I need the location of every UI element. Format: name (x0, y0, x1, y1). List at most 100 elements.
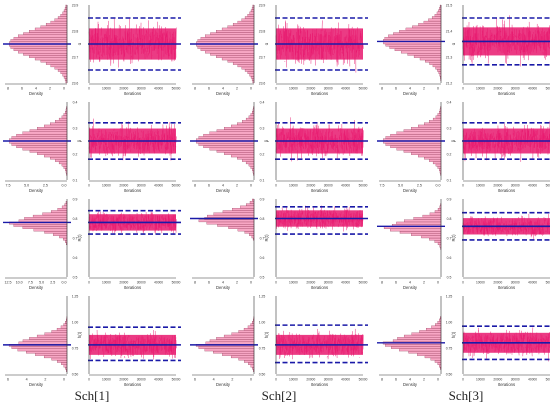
density-tick-label: 0 (250, 281, 252, 285)
histogram-bin (238, 330, 255, 333)
histogram-bin (434, 240, 442, 243)
density-axis-label: Density (216, 382, 231, 387)
y-tick-label: 0.7 (447, 236, 452, 240)
histogram-bin (237, 122, 255, 126)
histogram-bin (198, 346, 255, 349)
density-histogram: 8 6 4 2 0 Density 23.9 23.8 23.7 23.6 (3, 3, 78, 96)
panel-3-3: 8 6 4 2 0 Density 0.9 0.8 0.7 0.6 0.5 R(t) 0 10000 200… (377, 197, 550, 290)
density-tick-label: 0 (63, 87, 65, 91)
histogram-bin (411, 233, 442, 236)
iteration-tick-label: 40000 (341, 281, 350, 285)
histogram-bin (210, 53, 255, 56)
histogram-bin (63, 75, 68, 79)
density-tick-label: 2 (231, 378, 233, 382)
histogram-bin (385, 136, 442, 139)
density-tick-label: 6 (194, 378, 196, 382)
panel-2-1: 8 6 4 2 0 Density 23.9 23.8 23.7 23.6 α 0 10000 20000… (190, 3, 368, 96)
density-tick-label: 6 (208, 87, 210, 91)
histogram-bin (50, 20, 68, 24)
histogram-bin (22, 339, 68, 343)
density-tick-label: 10.0 (16, 281, 23, 285)
histogram-bin (436, 11, 442, 15)
iteration-tick-label: 10000 (102, 87, 111, 91)
iteration-tick-label: 20000 (119, 281, 128, 285)
histogram-bin (230, 355, 255, 359)
iteration-tick-label: 0 (275, 378, 277, 382)
trace-y-label: β (77, 139, 82, 142)
histogram-bin (53, 233, 68, 236)
iteration-tick-label: 30000 (511, 184, 520, 188)
y-tick-label: 1.00 (259, 320, 266, 324)
trace-plot: β 0 10000 20000 30000 40000 50000 Iterations (264, 102, 368, 193)
histogram-bin (231, 332, 255, 336)
iteration-tick-label: 30000 (324, 87, 333, 91)
histogram-bin (45, 62, 68, 65)
panel-1-1: 8 6 4 2 0 Density 23.9 23.8 23.7 23.6 α 0 10000 20000… (3, 3, 181, 96)
density-axis-label: Density (29, 382, 44, 387)
histogram-bin (213, 212, 255, 216)
histogram-bin (246, 203, 255, 207)
histogram-bin (399, 230, 442, 234)
histogram-bin (418, 124, 442, 128)
trace-y-label: β (451, 139, 456, 142)
histogram-bin (432, 161, 442, 165)
density-tick-label: 6 (208, 281, 210, 285)
histogram-bin (241, 18, 255, 22)
iteration-tick-label: 10000 (102, 281, 111, 285)
iterations-axis-label: Iterations (311, 188, 328, 193)
histogram-bin (204, 348, 255, 352)
histogram-bin (209, 147, 255, 151)
histogram-bin (244, 69, 255, 72)
histogram-bin (424, 122, 442, 126)
histogram-bin (17, 348, 68, 352)
histogram-bin (54, 18, 68, 22)
y-tick-label: 0.75 (446, 346, 453, 350)
histogram-bin (434, 14, 442, 17)
histogram-bin (431, 16, 442, 19)
histogram-bin (397, 337, 442, 340)
y-tick-label: 23.7 (72, 55, 79, 59)
histogram-bin (40, 25, 68, 29)
y-tick-label: 21.3 (446, 55, 453, 59)
histogram-bin (399, 348, 442, 352)
histogram-bin (418, 23, 442, 26)
iteration-tick-label: 10000 (289, 87, 298, 91)
density-tick-label: 8 (381, 378, 383, 382)
density-tick-label: 0 (437, 281, 439, 285)
y-tick-label: 0.9 (447, 197, 452, 201)
histogram-bin (426, 327, 442, 331)
histogram-bin (209, 131, 255, 135)
histogram-bin (63, 323, 68, 326)
histogram-bin (251, 235, 255, 239)
histogram-bin (248, 163, 255, 167)
density-tick-label: 6 (395, 281, 397, 285)
histogram-bin (248, 115, 255, 119)
histogram-bin (62, 73, 68, 77)
y-tick-label: 23.6 (259, 81, 266, 85)
iteration-tick-label: 40000 (154, 87, 163, 91)
trace-plot: R(t) 0 10000 20000 30000 40000 50000 Iterations (451, 199, 550, 290)
histogram-bin (396, 131, 442, 135)
iteration-tick-label: 40000 (154, 281, 163, 285)
histogram-bin (206, 221, 255, 225)
histogram-bin (250, 364, 255, 368)
histogram-bin (216, 129, 255, 132)
histogram-bin (10, 39, 68, 42)
y-tick-label: 0.2 (260, 152, 265, 156)
trace-plot: β 0 10000 20000 30000 40000 50000 Iterations (451, 102, 550, 193)
histogram-bin (10, 46, 68, 49)
histogram-bin (24, 217, 68, 220)
density-tick-label: 7.5 (28, 281, 33, 285)
histogram-bin (26, 350, 68, 354)
iterations-axis-label: Iterations (498, 285, 515, 290)
histogram-bin (61, 163, 68, 167)
y-tick-label: 23.7 (259, 55, 266, 59)
histogram-bin (390, 133, 442, 137)
iteration-tick-label: 50000 (359, 87, 368, 91)
iteration-tick-label: 50000 (359, 184, 368, 188)
trace-plot: h(t) 0 10000 20000 30000 40000 50000 Iterations (264, 296, 368, 387)
histogram-bin (437, 69, 442, 72)
y-tick-label: 0.4 (73, 100, 78, 104)
density-tick-label: 2 (236, 87, 238, 91)
density-axis-label: Density (403, 285, 418, 290)
